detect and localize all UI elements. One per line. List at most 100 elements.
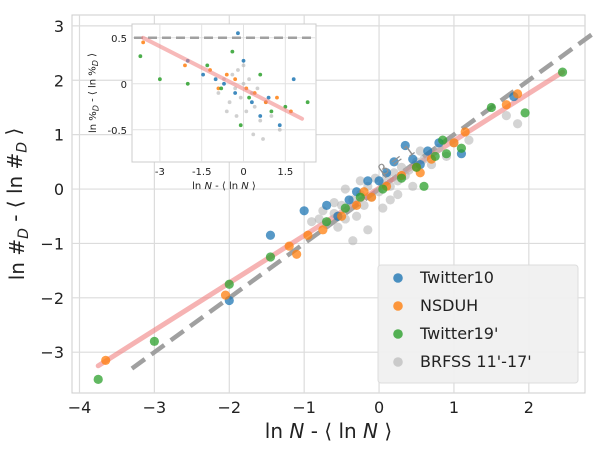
inset-data-point	[219, 86, 224, 91]
data-point	[423, 146, 433, 156]
data-point	[501, 100, 511, 110]
main-points	[93, 67, 568, 385]
data-point	[520, 108, 530, 118]
data-point	[460, 127, 470, 137]
data-point	[396, 162, 407, 172]
data-point	[366, 192, 377, 202]
data-point	[430, 151, 440, 162]
legend-marker-nsduh	[393, 301, 403, 311]
inset-data-point	[277, 127, 282, 132]
inset-points	[138, 31, 310, 141]
inset-data-point	[277, 123, 282, 128]
data-point	[464, 135, 474, 145]
data-point	[322, 200, 332, 210]
inset-data-point	[227, 100, 232, 105]
data-point	[363, 176, 373, 186]
data-point	[333, 222, 343, 232]
inset-data-point	[157, 77, 162, 82]
y-tick-label: −2	[40, 289, 64, 308]
legend-label-brfss-11-17: BRFSS 11'-17'	[420, 352, 532, 371]
inset-data-point	[269, 109, 274, 114]
inset-data-point	[224, 109, 229, 114]
data-point	[408, 154, 418, 164]
inset-data-point	[233, 77, 238, 82]
main-tick-labels: −4 −3 −2 −1 0 1 2 −3 −2 −1 0 1 2 3	[40, 17, 534, 417]
inset-data-point	[183, 63, 187, 68]
data-point	[419, 181, 429, 191]
inset-y-tick-label: 0	[121, 80, 127, 91]
inset-data-point	[213, 77, 218, 82]
y-tick-label: 2	[54, 71, 64, 90]
data-point	[344, 195, 354, 205]
data-point	[322, 217, 332, 227]
data-point	[101, 355, 111, 365]
data-point	[299, 206, 309, 216]
x-tick-label: −2	[217, 398, 241, 417]
inset-x-tick-label: 1.5	[277, 167, 293, 178]
data-point	[415, 146, 425, 156]
x-tick-label: 0	[374, 398, 384, 417]
x-tick-label: −1	[292, 398, 316, 417]
inset-x-tick-label: 0	[240, 167, 246, 178]
data-point	[404, 165, 414, 175]
data-point	[348, 236, 358, 246]
inset-y-tick-label: -0.5	[107, 126, 127, 137]
inset-data-point	[230, 49, 235, 54]
legend-marker-twitter19	[393, 329, 403, 339]
inset-data-point	[230, 72, 235, 77]
legend-marker-brfss-11-17	[393, 357, 403, 367]
data-point	[389, 157, 399, 167]
inset-y-axis-label: ln %D - ⟨ ln %D ⟩	[87, 53, 101, 133]
data-point	[456, 143, 467, 153]
data-point	[355, 192, 365, 202]
y-tick-label: 0	[54, 180, 64, 199]
data-point	[411, 162, 422, 172]
inset-data-point	[266, 95, 271, 100]
inset-data-point	[216, 91, 221, 95]
x-axis-label: ln N - ⟨ ln N ⟩	[265, 419, 392, 443]
inset-data-point	[185, 81, 190, 86]
data-point	[378, 203, 388, 213]
inset-data-point	[141, 40, 146, 45]
inset-data-point	[247, 77, 251, 82]
main-fit-line	[95, 69, 566, 369]
data-point	[224, 279, 234, 289]
inset-data-point	[244, 109, 249, 114]
data-point	[351, 211, 362, 221]
x-tick-label: 1	[449, 398, 459, 417]
data-point	[557, 67, 568, 77]
data-point	[408, 181, 418, 191]
y-tick-label: 3	[54, 17, 64, 36]
inset-data-point	[224, 72, 229, 77]
data-point	[381, 168, 392, 178]
inset-x-tick-label: -1.5	[192, 167, 212, 178]
data-point	[220, 290, 231, 300]
data-point	[389, 168, 399, 178]
data-point	[265, 230, 276, 240]
data-point	[400, 140, 410, 151]
data-point	[486, 102, 496, 113]
data-point	[340, 203, 350, 213]
legend: Twitter10 NSDUH Twitter19' BRFSS 11'-17'	[377, 264, 579, 384]
data-point	[303, 230, 313, 240]
inset-x-axis-label: ln N - ⟨ ln N ⟩	[192, 181, 256, 192]
data-point	[438, 135, 448, 145]
data-point	[93, 374, 103, 385]
legend-label-twitter19: Twitter19'	[419, 324, 498, 343]
data-point	[340, 184, 350, 194]
inset-series-brfss-11-17	[216, 63, 282, 141]
x-tick-label: 2	[524, 398, 534, 417]
data-point	[359, 200, 369, 210]
x-tick-label: −3	[143, 398, 167, 417]
inset-tick-labels: -3 -1.5 0 1.5 -0.5 0 0.5	[107, 34, 293, 178]
series-twitter19	[93, 67, 568, 385]
inset-data-point	[241, 58, 246, 63]
inset-plot: -3 -1.5 0 1.5 -0.5 0 0.5 ln N - ⟨ ln N ⟩ ln %D…	[87, 23, 317, 192]
inset-data-point	[234, 114, 239, 118]
inset-data-point	[241, 63, 246, 68]
data-point	[307, 217, 317, 227]
inset-data-point	[251, 132, 256, 137]
inset-x-tick-label: -3	[155, 167, 165, 178]
fit-line	[95, 69, 566, 369]
